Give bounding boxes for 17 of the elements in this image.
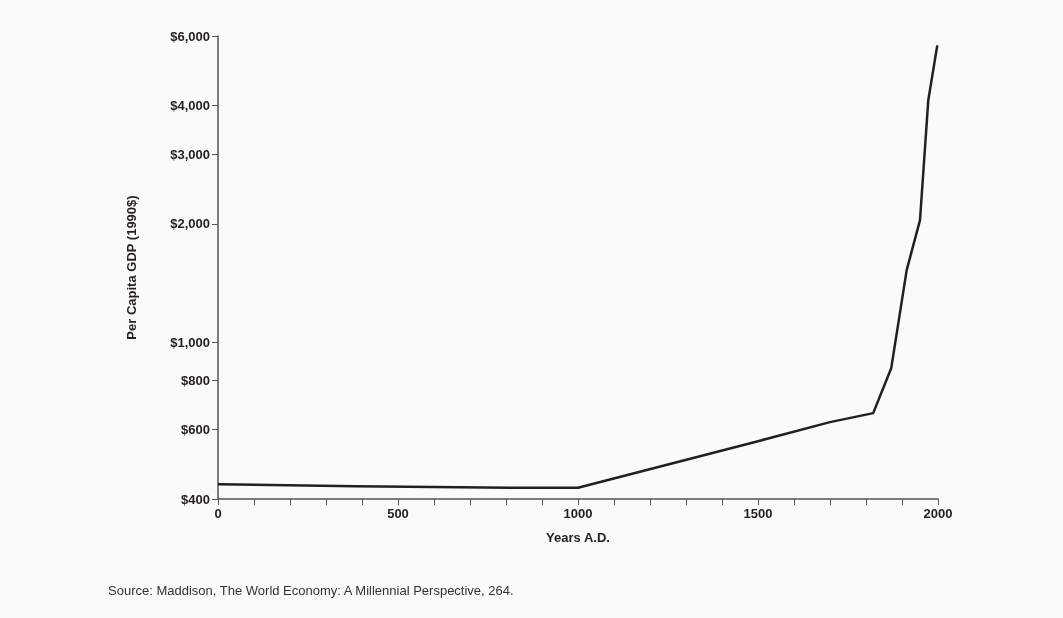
y-tick-label: $600 [181, 422, 210, 438]
y-tick-label: $3,000 [170, 147, 210, 163]
x-tick-label: 2000 [923, 506, 953, 521]
x-tick-label: 0 [214, 506, 222, 521]
x-axis-title: Years A.D. [546, 530, 610, 545]
source-note: Source: Maddison, The World Economy: A Millennial Perspective, 264. [108, 583, 514, 598]
y-axis-title: Per Capita GDP (1990$) [124, 195, 139, 340]
y-tick-label: $800 [181, 372, 210, 388]
x-tick-label: 500 [387, 506, 409, 521]
x-tick-label: 1500 [743, 506, 773, 521]
y-tick-label: $6,000 [170, 28, 210, 44]
y-tick-label: $4,000 [170, 97, 210, 113]
line-series [216, 44, 939, 490]
y-tick-label: $400 [181, 491, 210, 507]
y-tick-label: $2,000 [170, 216, 210, 232]
x-tick-label: 1000 [563, 506, 593, 521]
y-tick-label: $1,000 [170, 334, 210, 350]
